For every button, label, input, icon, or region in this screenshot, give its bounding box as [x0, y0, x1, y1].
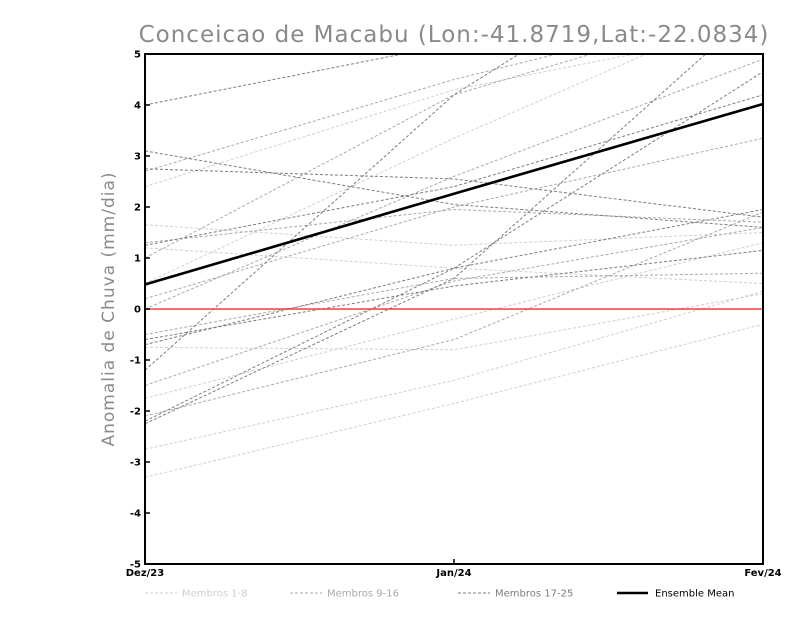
member-line-23	[145, 209, 763, 346]
y-tick-label: 2	[134, 203, 141, 214]
ensemble-mean-line	[145, 102, 763, 286]
y-axis-label: Anomalia de Chuva (mm/dia)	[99, 171, 119, 446]
member-line-6	[145, 224, 763, 246]
member-line-16	[145, 54, 560, 172]
member-line-5	[145, 247, 763, 284]
member-line-14	[145, 58, 763, 310]
member-line-15	[145, 54, 594, 259]
ensemble-mean-layer	[145, 102, 763, 286]
series-layer	[145, 54, 763, 478]
y-tick-label: 4	[134, 101, 141, 112]
y-tick-label: -5	[130, 560, 141, 571]
y-tick-label: -2	[130, 407, 141, 418]
member-line-20	[145, 249, 763, 341]
x-tick-label: Dez/23	[126, 568, 165, 579]
member-line-21	[145, 94, 763, 246]
member-line-9	[145, 226, 763, 386]
chart-title: Conceicao de Macabu (Lon:-41.8719,Lat:-2…	[139, 22, 770, 48]
member-line-1	[145, 323, 763, 478]
legend: Membros 1-8 Membros 9-16 Membros 17-25 Ense…	[145, 589, 734, 600]
y-tick-label: 1	[134, 254, 141, 265]
member-line-22	[145, 54, 520, 371]
member-line-10	[145, 211, 763, 417]
y-tick-label: -3	[130, 458, 141, 469]
x-tick-label: Jan/24	[435, 568, 471, 579]
member-line-2	[145, 290, 763, 450]
member-line-13	[145, 272, 763, 335]
legend-label: Membros 1-8	[182, 589, 248, 600]
member-line-3	[145, 242, 763, 399]
member-line-24	[145, 54, 406, 106]
member-line-17	[145, 150, 763, 228]
member-line-18	[145, 168, 763, 218]
member-line-7	[145, 54, 637, 188]
y-tick-label: 0	[134, 305, 141, 316]
legend-label: Membros 9-16	[327, 589, 399, 600]
y-tick-label: 3	[134, 152, 141, 163]
y-axis-ticks: -5 -4 -3 -2 -1 0 1 2 3 4 5	[130, 50, 150, 571]
y-tick-label: -1	[130, 356, 141, 367]
y-tick-label: 5	[134, 50, 141, 61]
member-line-12	[145, 208, 763, 244]
legend-label: Ensemble Mean	[655, 589, 734, 600]
legend-label: Membros 17-25	[495, 589, 573, 600]
x-tick-label: Fev/24	[744, 568, 781, 579]
x-axis-ticks: Dez/23 Jan/24 Fev/24	[126, 559, 782, 579]
member-line-25	[145, 54, 707, 425]
member-line-19	[145, 71, 763, 422]
member-line-11	[145, 137, 763, 300]
member-line-8	[145, 54, 648, 284]
y-tick-label: -4	[130, 509, 141, 520]
